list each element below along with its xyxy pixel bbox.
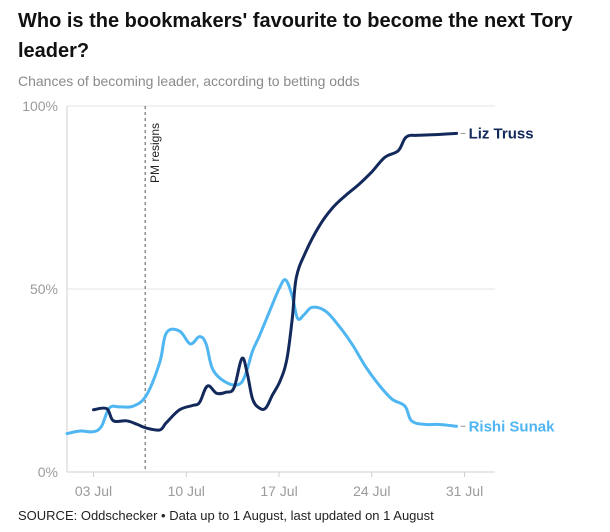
series-lines (65, 131, 459, 436)
axes: 0% 50% 100% 03 Jul 10 Jul 17 Jul 24 Jul 31 Jul (22, 98, 495, 499)
chart-title: Who is the bookmakers' favourite to beco… (18, 10, 573, 62)
x-tick-label: 03 Jul (75, 483, 112, 499)
x-tick-label: 31 Jul (446, 483, 483, 499)
series-line-rishi-sunak (65, 278, 459, 436)
series-label-rishi-sunak: Rishi Sunak (469, 418, 556, 435)
y-tick-label: 100% (22, 98, 58, 114)
y-tick-label: 0% (38, 464, 58, 480)
series-line-liz-truss (92, 131, 459, 432)
series-label-liz-truss: Liz Truss (469, 125, 534, 142)
y-tick-label: 50% (30, 281, 58, 297)
chart-subtitle: Chances of becoming leader, according to… (18, 73, 360, 89)
x-tick-label: 24 Jul (353, 483, 390, 499)
gridlines (67, 105, 495, 473)
x-tick-label: 17 Jul (260, 483, 297, 499)
x-tick-label: 10 Jul (168, 483, 205, 499)
line-chart: 0%50%100%03 Jul 10 Jul 17 Jul 24 Jul 31 Jul … (22, 98, 556, 499)
pm-resigns-label: PM resigns (148, 123, 162, 183)
annotations: PM resigns (144, 106, 162, 472)
source-note: SOURCE: Oddschecker • Data up to 1 Augus… (18, 508, 434, 523)
series-labels: Rishi Sunak Liz Truss (460, 125, 556, 435)
